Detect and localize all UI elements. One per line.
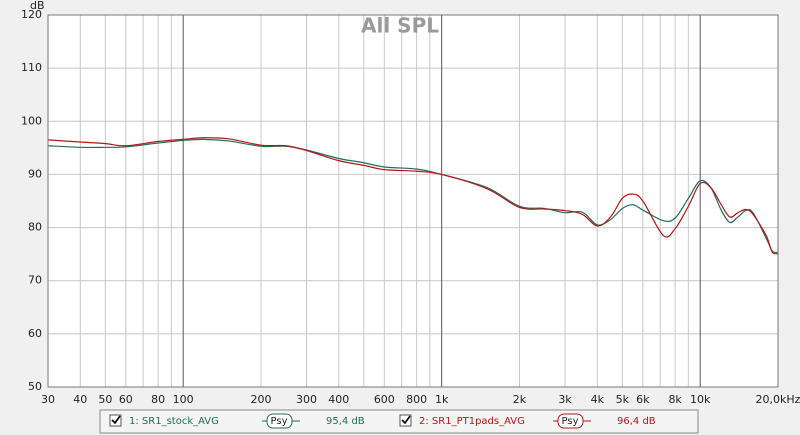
x-tick-label: 800	[406, 393, 427, 406]
smoothing-button[interactable]	[266, 413, 293, 429]
legend-item: 1: SR1_stock_AVG Psy 95,4 dB	[109, 413, 365, 429]
smoothing-label: Psy	[271, 416, 288, 427]
x-tick-label: 80	[151, 393, 165, 406]
legend-label: 2: SR1_PT1pads_AVG	[419, 416, 525, 427]
x-tick-label: 3k	[558, 393, 572, 406]
y-axis-label: dB	[30, 0, 45, 12]
legend	[99, 409, 699, 434]
series-line	[47, 137, 779, 255]
x-tick-label: 4k	[591, 393, 605, 406]
chart-title: All SPL	[361, 14, 439, 38]
x-tick-label: 1k	[435, 393, 449, 406]
legend-level: 95,4 dB	[326, 416, 365, 427]
y-tick-label: 90	[28, 167, 42, 180]
checkbox[interactable]	[109, 414, 122, 427]
x-tick-label: 40	[73, 393, 87, 406]
y-tick-label: 100	[21, 114, 42, 127]
x-tick-label: 2k	[513, 393, 527, 406]
check-mark	[401, 415, 411, 425]
legend-item: 2: SR1_PT1pads_AVG Psy 96,4 dB	[399, 413, 656, 429]
x-tick-label: 200	[250, 393, 271, 406]
y-tick-label: 110	[21, 61, 42, 74]
smoothing-button[interactable]	[557, 413, 584, 429]
x-tick-label: 600	[374, 393, 395, 406]
y-tick-label: 50	[28, 380, 42, 393]
x-tick-label: 5k	[616, 393, 630, 406]
series-line	[47, 138, 779, 254]
smoothing-label: Psy	[562, 416, 579, 427]
x-tick-label: 30	[41, 393, 55, 406]
plot-frame	[47, 14, 779, 388]
y-tick-label: 70	[28, 274, 42, 287]
checkbox[interactable]	[399, 414, 412, 427]
plot-area	[48, 15, 778, 387]
y-tick-label: 80	[28, 221, 42, 234]
x-tick-label: 60	[119, 393, 133, 406]
x-tick-label: 100	[173, 393, 194, 406]
x-tick-label: 300	[296, 393, 317, 406]
x-tick-label: 6k	[636, 393, 650, 406]
x-tick-label: 20,0kHz	[756, 393, 800, 406]
y-tick-label: 60	[28, 327, 42, 340]
x-tick-label: 50	[98, 393, 112, 406]
legend-label: 1: SR1_stock_AVG	[129, 416, 219, 427]
legend-level: 96,4 dB	[617, 416, 656, 427]
y-tick-label: 120	[21, 8, 42, 21]
x-tick-label: 10k	[690, 393, 711, 406]
x-tick-label: 8k	[668, 393, 682, 406]
x-tick-label: 400	[328, 393, 349, 406]
check-mark	[111, 415, 121, 425]
